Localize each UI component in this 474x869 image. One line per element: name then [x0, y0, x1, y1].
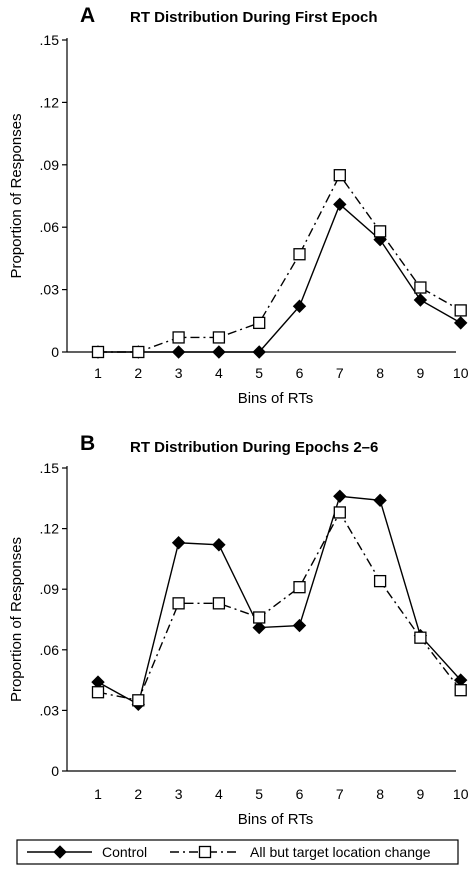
data-point-control	[292, 299, 307, 313]
x-tick-label: 9	[417, 786, 425, 802]
data-point-control	[252, 620, 266, 635]
data-point-all-but-target	[454, 304, 467, 317]
x-tick-label: 2	[134, 365, 142, 381]
data-point-all-but-target	[454, 684, 467, 697]
data-point-all-but-target	[373, 574, 387, 588]
x-tick-label: 2	[134, 786, 142, 802]
legend-marker-control	[53, 845, 67, 859]
data-point-control	[212, 538, 226, 552]
x-tick-label: 10	[453, 786, 469, 802]
x-axis-label: Bins of RTs	[238, 811, 314, 828]
data-point-control	[252, 345, 266, 359]
data-point-all-but-target	[293, 248, 306, 261]
y-tick-label: .15	[40, 32, 60, 48]
x-tick-label: 7	[336, 365, 344, 381]
data-point-all-but-target	[333, 169, 346, 182]
y-tick-label: .15	[40, 460, 60, 476]
data-point-all-but-target	[253, 611, 266, 624]
data-point-all-but-target	[212, 597, 226, 610]
y-tick-label: 0	[51, 763, 59, 779]
legend-label-all-but-target: All but target location change	[250, 844, 431, 860]
y-tick-label: .12	[40, 94, 60, 110]
y-tick-label: .03	[40, 702, 60, 718]
panel-letter: A	[80, 4, 95, 27]
x-tick-label: 5	[255, 786, 263, 802]
data-point-all-but-target	[91, 686, 105, 699]
data-point-control	[413, 293, 428, 307]
data-point-all-but-target	[253, 316, 266, 330]
data-point-control	[171, 345, 186, 359]
y-tick-label: .09	[40, 157, 60, 173]
y-tick-label: .06	[40, 642, 60, 658]
data-point-control	[373, 493, 387, 508]
x-tick-label: 7	[336, 786, 344, 802]
data-point-control	[292, 618, 307, 633]
x-tick-label: 3	[175, 786, 183, 802]
y-tick-label: .03	[40, 282, 60, 298]
data-point-all-but-target	[414, 631, 427, 644]
data-point-all-but-target	[91, 345, 105, 359]
series-line-control	[98, 203, 462, 353]
x-tick-label: 4	[215, 786, 223, 802]
x-tick-label: 6	[296, 365, 304, 381]
data-point-all-but-target	[293, 581, 306, 594]
x-tick-label: 6	[296, 786, 304, 802]
y-axis-label: Proportion of Responses	[8, 537, 25, 702]
y-tick-label: .09	[40, 581, 60, 597]
y-tick-label: 0	[51, 344, 59, 360]
x-tick-label: 8	[376, 365, 384, 381]
y-tick-label: .06	[40, 219, 60, 235]
data-point-all-but-target	[172, 331, 185, 344]
legend-label-control: Control	[102, 844, 147, 860]
x-tick-label: 4	[215, 365, 223, 381]
chart-title: RT Distribution During First Epoch	[130, 9, 378, 26]
x-tick-label: 3	[175, 365, 183, 381]
data-point-all-but-target	[373, 225, 387, 238]
data-point-all-but-target	[172, 597, 185, 610]
x-tick-label: 1	[94, 786, 102, 802]
x-tick-label: 8	[376, 786, 384, 802]
panel-letter: B	[80, 432, 95, 455]
x-tick-label: 5	[255, 365, 263, 381]
data-point-control	[212, 345, 226, 359]
chart-title: RT Distribution During Epochs 2–6	[130, 439, 378, 456]
data-point-all-but-target	[132, 694, 145, 707]
x-axis-label: Bins of RTs	[238, 390, 314, 407]
x-tick-label: 9	[417, 365, 425, 381]
series-line-all-but-target	[97, 511, 462, 702]
data-point-control	[333, 197, 347, 212]
data-point-control	[453, 316, 468, 330]
y-axis-label: Proportion of Responses	[8, 113, 25, 278]
x-tick-label: 10	[453, 365, 469, 381]
data-point-all-but-target	[212, 331, 226, 344]
x-tick-label: 1	[94, 365, 102, 381]
data-point-control	[333, 489, 347, 503]
series-line-control	[97, 495, 462, 706]
legend-marker-all-but-target	[198, 845, 212, 859]
data-point-control	[171, 536, 186, 550]
data-point-all-but-target	[333, 506, 346, 519]
y-tick-label: .12	[40, 521, 60, 537]
data-point-all-but-target	[132, 345, 145, 359]
data-point-all-but-target	[414, 281, 427, 294]
series-line-all-but-target	[98, 173, 462, 353]
